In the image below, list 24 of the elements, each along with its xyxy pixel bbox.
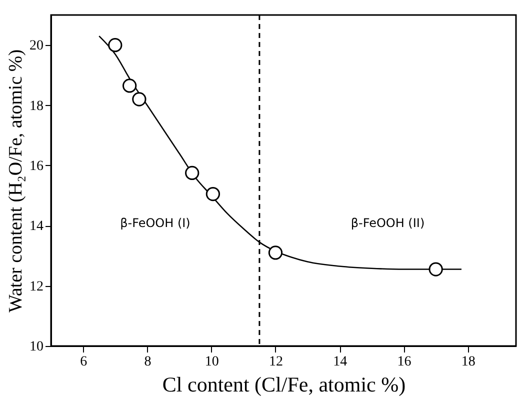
point <box>132 92 146 106</box>
point <box>206 186 220 202</box>
annotation: β-FeOOH (II) <box>350 216 425 230</box>
y-tick-label: 14 <box>30 219 44 234</box>
y-tick-label: 16 <box>30 158 44 174</box>
point <box>428 262 443 276</box>
x-tick-label: 10 <box>204 354 219 370</box>
point <box>185 166 200 180</box>
y-tick-label: 12 <box>30 279 44 294</box>
x-axis-title: Cl content (Cl/Fe, atomic %) <box>162 372 406 396</box>
point <box>108 38 122 52</box>
annotation: β-FeOOH (I) <box>120 216 190 230</box>
x-tick-label: 16 <box>397 354 412 370</box>
x-tick-label: 14 <box>333 354 348 370</box>
y-tick-label: 18 <box>30 98 44 114</box>
x-tick-label: 8 <box>144 354 152 370</box>
point <box>122 78 137 93</box>
y-tick-label: 10 <box>30 340 44 354</box>
x-tick-label: 12 <box>268 354 283 370</box>
y-axis-title: Water content (H₂O/Fe, atomic %) <box>6 49 26 313</box>
y-tick-label: 20 <box>30 38 44 54</box>
point <box>268 246 283 260</box>
x-tick-label: 6 <box>80 354 88 370</box>
x-tick-label: 18 <box>461 354 476 370</box>
